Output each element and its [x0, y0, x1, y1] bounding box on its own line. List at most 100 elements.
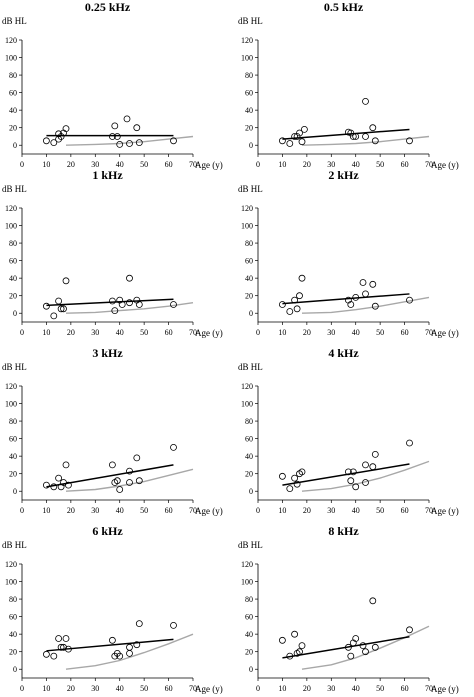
x-axis-label: Age (y)	[431, 328, 459, 338]
y-tick-label: 120	[241, 36, 253, 45]
x-axis-label: Age (y)	[195, 328, 223, 338]
x-tick-label: 40	[116, 160, 124, 169]
x-tick-label: 20	[67, 328, 75, 337]
data-point	[170, 443, 177, 451]
data-point	[406, 137, 413, 145]
x-tick-label: 30	[327, 160, 335, 169]
regression-line	[282, 636, 410, 659]
y-tick-label: 0	[13, 487, 17, 496]
data-point	[57, 305, 65, 313]
data-point	[126, 643, 133, 651]
regression-line	[282, 463, 410, 486]
x-tick-label: 60	[401, 160, 409, 169]
panel-1khz: 1 kHz dB HL Age (y) 0 20 40 60 80 100 120 0 10 20 30 4…	[2, 168, 223, 338]
data-point	[55, 474, 62, 482]
data-point	[352, 483, 360, 491]
data-point	[43, 302, 50, 310]
data-point	[359, 642, 367, 649]
x-tick-label: 70	[425, 328, 433, 337]
y-tick-label: 80	[9, 239, 17, 248]
y-tick-label: 100	[241, 222, 253, 231]
data-point	[116, 486, 124, 493]
y-axis-label: dB HL	[2, 540, 27, 550]
y-tick-label: 20	[9, 470, 17, 479]
x-tick-label: 30	[91, 328, 99, 337]
data-point	[362, 133, 369, 140]
panel-title: 0.25 kHz	[85, 0, 131, 14]
x-tick-label: 50	[140, 684, 148, 693]
data-point	[57, 133, 65, 140]
data-point	[135, 477, 143, 485]
x-tick-label: 40	[352, 506, 360, 515]
data-point	[362, 648, 369, 656]
data-point	[57, 643, 65, 651]
data-point	[347, 129, 355, 137]
x-tick-label: 60	[401, 328, 409, 337]
data-point	[43, 137, 50, 145]
data-point	[296, 292, 303, 300]
data-point	[109, 636, 116, 644]
y-tick-label: 60	[9, 613, 17, 622]
data-point	[50, 483, 58, 491]
data-point	[349, 133, 357, 140]
data-point	[109, 297, 116, 305]
y-tick-label: 120	[5, 382, 17, 391]
y-tick-label: 20	[9, 648, 17, 657]
x-tick-label: 0	[20, 684, 24, 693]
y-tick-label: 100	[241, 400, 253, 409]
x-tick-label: 50	[140, 160, 148, 169]
x-tick-label: 0	[256, 684, 260, 693]
x-tick-label: 0	[256, 506, 260, 515]
data-point	[135, 301, 143, 308]
panel-title: 8 kHz	[328, 524, 359, 538]
data-point	[371, 302, 379, 310]
y-tick-label: 20	[9, 292, 17, 301]
x-axis-label: Age (y)	[195, 506, 223, 516]
data-point	[300, 125, 308, 133]
x-tick-label: 20	[303, 160, 311, 169]
data-point	[369, 463, 377, 471]
panel-title: 6 kHz	[92, 524, 123, 538]
data-point	[50, 312, 58, 320]
data-point	[352, 635, 360, 642]
data-point	[60, 643, 67, 651]
data-point	[344, 468, 352, 476]
data-point	[109, 461, 116, 469]
x-tick-label: 60	[165, 328, 173, 337]
data-point	[62, 277, 70, 285]
y-tick-label: 20	[245, 470, 253, 479]
data-point	[113, 477, 121, 485]
data-point	[118, 301, 126, 308]
x-tick-label: 40	[352, 160, 360, 169]
y-tick-label: 0	[13, 141, 17, 150]
y-tick-label: 100	[5, 54, 17, 63]
y-tick-label: 20	[245, 292, 253, 301]
x-tick-label: 10	[42, 684, 50, 693]
data-point	[291, 474, 299, 482]
x-tick-label: 70	[425, 506, 433, 515]
x-tick-label: 30	[327, 684, 335, 693]
data-point	[286, 652, 294, 660]
data-point	[369, 597, 377, 605]
y-tick-label: 40	[9, 106, 17, 115]
data-point	[371, 450, 379, 458]
x-tick-label: 50	[376, 160, 384, 169]
x-tick-label: 40	[352, 328, 360, 337]
x-tick-label: 20	[67, 506, 75, 515]
data-point	[369, 124, 377, 132]
y-tick-label: 100	[5, 222, 17, 231]
y-tick-label: 60	[9, 89, 17, 98]
data-point	[296, 648, 303, 656]
data-point	[133, 124, 141, 132]
axes	[257, 386, 429, 501]
data-point	[50, 139, 58, 147]
x-tick-label: 40	[352, 684, 360, 693]
data-point	[135, 139, 143, 147]
data-point	[291, 630, 299, 638]
data-point	[111, 122, 119, 130]
y-tick-label: 100	[241, 54, 253, 63]
y-tick-label: 120	[241, 204, 253, 213]
axes	[21, 564, 193, 679]
y-tick-label: 120	[5, 36, 17, 45]
x-tick-label: 10	[278, 506, 286, 515]
